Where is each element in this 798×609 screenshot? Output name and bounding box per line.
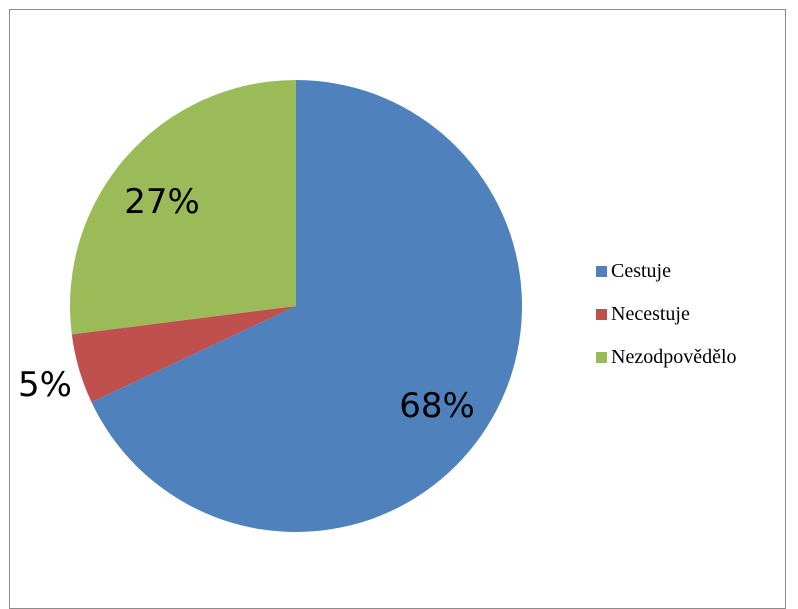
legend-swatch-cestuje: [596, 266, 607, 277]
data-label-nezodpovedelo: 27%: [124, 182, 200, 222]
pie-chart: 68% 5% 27%: [18, 80, 522, 532]
legend-label-cestuje: Cestuje: [611, 260, 671, 282]
legend-item-cestuje: Cestuje: [596, 250, 737, 293]
data-label-necestuje: 5%: [18, 365, 72, 405]
legend-item-nezodpovedelo: Nezodpovědělo: [596, 336, 737, 379]
pie-slice-necestuje: [71, 306, 296, 403]
pie-slice-cestuje: [91, 80, 522, 532]
legend-swatch-nezodpovedelo: [596, 352, 607, 363]
data-label-cestuje: 68%: [399, 386, 475, 426]
legend-swatch-necestuje: [596, 309, 607, 320]
legend-item-necestuje: Necestuje: [596, 293, 737, 336]
pie-slice-nezodpovedelo: [69, 80, 296, 335]
legend: Cestuje Necestuje Nezodpovědělo: [596, 250, 737, 379]
legend-label-nezodpovedelo: Nezodpovědělo: [611, 346, 737, 368]
legend-label-necestuje: Necestuje: [611, 303, 690, 325]
